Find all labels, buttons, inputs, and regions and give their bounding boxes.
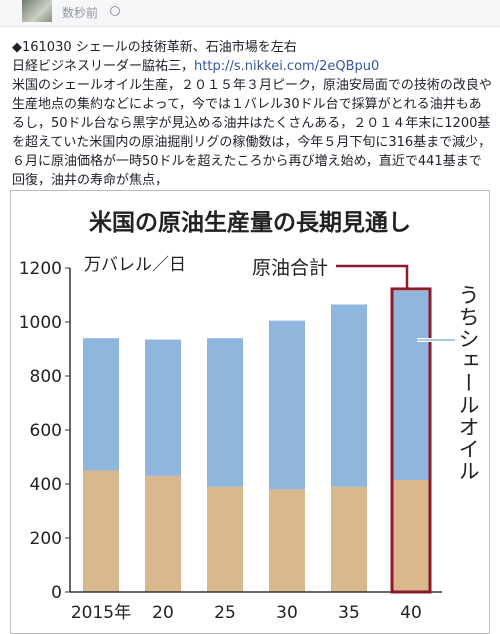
y-tick-label: 400	[30, 475, 62, 495]
bar-segment	[207, 338, 243, 487]
x-tick-label: 30	[276, 603, 298, 623]
bar-segment	[145, 339, 181, 476]
timestamp[interactable]: 数秒前	[62, 6, 99, 20]
y-tick-label: 200	[30, 529, 62, 549]
source-line: 日経ビジネスリーダー脇祐三，http://s.nikkei.com/2eQBpu…	[12, 57, 494, 76]
x-tick-label: 2015年	[71, 603, 131, 623]
chart: 米国の原油生産量の長期見通し 万バレル／日 0 200 400 600 800 1000 1…	[10, 190, 490, 634]
bar-segment	[393, 479, 429, 592]
x-tick-label: 35	[338, 603, 360, 623]
y-tick-label: 0	[51, 583, 62, 603]
y-tick-label: 1200	[19, 259, 62, 279]
privacy-icon[interactable]	[110, 6, 120, 16]
total-annotation: 原油合計	[252, 257, 328, 279]
link[interactable]: http://s.nikkei.com/2eQBpu0	[194, 59, 380, 74]
bar-segment	[83, 338, 119, 471]
bar-segment	[331, 486, 367, 592]
x-tick-label: 40	[400, 603, 422, 623]
bar-segment	[393, 290, 429, 480]
source: 日経ビジネスリーダー脇祐三，	[12, 59, 195, 74]
bar-segment	[83, 470, 119, 592]
chart-title: 米国の原油生産量の長期見通し	[89, 209, 411, 236]
headline: ◆161030 シェールの技術革新、石油市場を左右	[12, 40, 297, 55]
y-tick-label: 800	[30, 367, 62, 387]
x-tick-label: 25	[214, 603, 236, 623]
bar-segment	[269, 320, 305, 490]
total-leader	[336, 264, 409, 289]
bar-segment	[145, 475, 181, 592]
bar-segment	[269, 489, 305, 592]
y-axis-label: 万バレル／日	[84, 255, 186, 275]
body: 米国のシェールオイル生産，２０１５年３月ピーク，原油安局面での技術の改良や生産地…	[12, 78, 492, 188]
post-header: 数秒前	[0, 0, 500, 27]
post-text: ◆161030 シェールの技術革新、石油市場を左右 日経ビジネスリーダー脇祐三，…	[12, 38, 494, 190]
bar-segment	[331, 304, 367, 487]
y-tick-label: 1000	[19, 313, 62, 333]
avatar[interactable]	[22, 0, 52, 22]
y-tick-label: 600	[30, 421, 62, 441]
legend-entry: うちシェールオイル	[456, 284, 480, 482]
x-tick-label: 20	[152, 603, 174, 623]
bar-segment	[207, 486, 243, 592]
highlight-frame	[390, 287, 432, 594]
